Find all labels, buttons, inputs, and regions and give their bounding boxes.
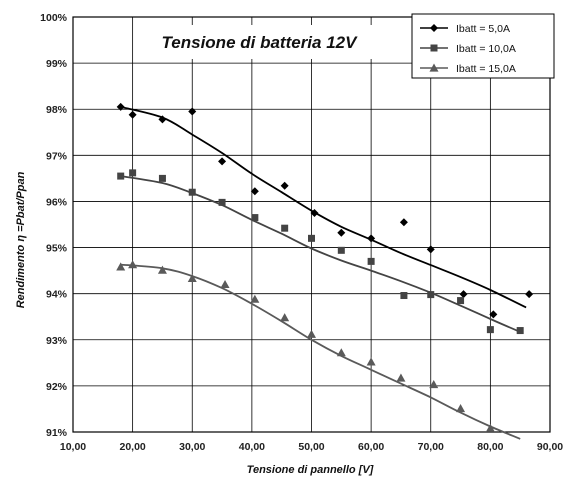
y-tick-label: 91% <box>46 427 68 439</box>
x-tick-label: 70,00 <box>418 441 444 453</box>
y-tick-label: 93% <box>46 335 68 347</box>
data-point-series-3 <box>280 313 290 322</box>
data-point-series-2 <box>188 188 196 196</box>
y-tick-label: 100% <box>40 12 68 24</box>
y-tick-label: 92% <box>46 381 68 393</box>
data-point-series-3 <box>456 403 466 413</box>
y-tick-label: 97% <box>46 150 68 162</box>
data-point-series-3 <box>187 273 197 283</box>
data-point-series-2 <box>129 169 137 177</box>
x-tick-label: 80,00 <box>477 441 503 453</box>
data-point-series-2 <box>516 327 524 335</box>
data-point-series-2 <box>367 257 375 265</box>
x-tick-label: 60,00 <box>358 441 384 453</box>
data-point-series-1 <box>426 245 435 254</box>
data-point-series-1 <box>116 102 125 111</box>
data-point-series-1 <box>250 187 259 196</box>
title-background <box>138 25 380 59</box>
data-markers <box>116 102 534 432</box>
y-tick-label: 98% <box>46 104 68 116</box>
x-tick-label: 20,00 <box>119 441 145 453</box>
x-tick-label: 40,00 <box>239 441 265 453</box>
y-tick-label: 95% <box>46 243 68 255</box>
y-tick-label: 96% <box>46 196 68 208</box>
data-point-series-1 <box>337 228 346 237</box>
x-tick-label: 50,00 <box>298 441 324 453</box>
data-point-series-1 <box>158 115 167 124</box>
legend-label: Ibatt = 15,0A <box>456 63 516 75</box>
data-point-series-3 <box>336 348 346 357</box>
data-point-series-1 <box>367 234 376 243</box>
y-axis-ticks: 91% 92% 93% 94% 95% 96% 97% 98% 99% 100% <box>40 12 68 439</box>
data-point-series-1 <box>188 107 197 116</box>
data-point-series-1 <box>280 181 289 190</box>
legend: Ibatt = 5,0A Ibatt = 10,0A Ibatt = 15,0A <box>411 13 555 79</box>
x-tick-label: 30,00 <box>179 441 205 453</box>
chart-title: Tensione di batteria 12V <box>162 33 359 52</box>
data-point-series-2 <box>486 326 494 334</box>
data-point-series-2 <box>117 172 125 180</box>
y-axis-title: Rendimento η =Pbat/Ppan <box>15 171 27 308</box>
x-tick-label: 90,00 <box>537 441 563 453</box>
data-point-series-1 <box>489 310 498 319</box>
y-tick-label: 99% <box>46 58 68 70</box>
data-point-series-3 <box>157 265 167 274</box>
x-tick-label: 10,00 <box>60 441 86 453</box>
data-point-series-2 <box>158 174 166 182</box>
data-point-series-3 <box>250 294 260 303</box>
data-point-series-2 <box>218 198 226 206</box>
x-axis-title: Tensione di pannello [V] <box>247 464 374 476</box>
data-point-series-2 <box>281 224 289 232</box>
data-point-series-1 <box>310 208 319 217</box>
data-point-series-1 <box>128 110 137 119</box>
data-point-series-1 <box>218 157 227 166</box>
data-point-series-2 <box>400 292 408 300</box>
data-point-series-2 <box>427 291 435 299</box>
data-point-series-1 <box>525 290 534 299</box>
legend-marker <box>429 63 439 72</box>
legend-marker <box>430 44 438 52</box>
data-point-series-2 <box>308 234 315 242</box>
data-point-series-3 <box>128 260 138 269</box>
data-point-series-1 <box>399 218 408 227</box>
legend-label: Ibatt = 5,0A <box>456 23 510 35</box>
legend-marker <box>430 24 438 32</box>
plot-area <box>72 16 551 433</box>
legend-label: Ibatt = 10,0A <box>456 43 516 55</box>
y-tick-label: 94% <box>46 289 68 301</box>
x-axis-ticks: 10,00 20,00 30,00 40,00 50,00 60,00 70,00 80,00… <box>60 441 563 453</box>
data-point-series-3 <box>485 423 495 432</box>
data-point-series-2 <box>457 297 465 305</box>
data-point-series-2 <box>251 214 259 222</box>
data-point-series-1 <box>459 290 468 299</box>
data-point-series-3 <box>116 262 126 271</box>
trend-line-series-1 <box>120 106 527 309</box>
data-point-series-2 <box>337 246 345 254</box>
data-point-series-3 <box>396 373 406 382</box>
data-point-series-3 <box>307 329 316 338</box>
data-point-series-3 <box>220 279 230 289</box>
data-point-series-3 <box>429 380 439 389</box>
data-point-series-3 <box>366 357 376 366</box>
